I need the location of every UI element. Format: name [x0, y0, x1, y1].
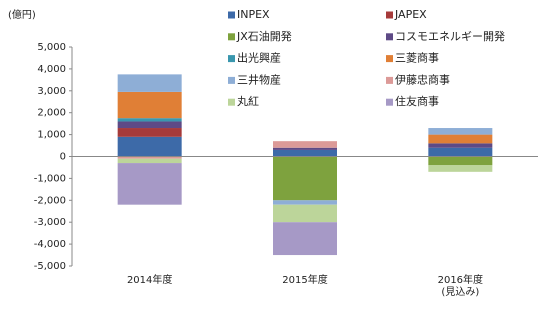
legend-swatch: [386, 55, 393, 63]
legend-label: INPEX: [237, 8, 270, 21]
y-tick-label: 1,000: [37, 130, 66, 141]
y-tick-label: 3,000: [37, 86, 66, 97]
legend-swatch: [228, 55, 235, 63]
y-tick-label: -5,000: [34, 261, 66, 272]
bar-segment: [273, 141, 337, 148]
legend-swatch: [228, 11, 235, 19]
x-tick-label: 2014年度: [127, 273, 172, 286]
bar-segment: [117, 118, 182, 122]
legend-swatch: [386, 33, 393, 41]
bar-segment: [273, 147, 337, 150]
bar-segment: [428, 143, 493, 148]
y-tick-label: -1,000: [34, 173, 66, 184]
x-tick-label: 2015年度: [282, 273, 327, 286]
bar-segment: [117, 74, 182, 92]
legend-swatch: [386, 98, 393, 106]
bar-segment: [117, 128, 182, 137]
bar-segment: [273, 156, 337, 201]
legend-label: 三菱商事: [395, 51, 439, 65]
y-tick-label: 2,000: [37, 108, 66, 119]
bar-segment: [273, 204, 337, 223]
bar-segment: [428, 165, 493, 172]
legend-swatch: [228, 98, 235, 106]
legend-swatch: [228, 33, 235, 41]
legend-swatch: [228, 76, 235, 84]
legend-swatch: [386, 11, 393, 19]
bar-segment: [428, 128, 493, 135]
bar-segment: [117, 121, 182, 129]
bar-segment: [117, 91, 182, 119]
legend-label: 丸紅: [237, 95, 259, 108]
legend-label: JAPEX: [394, 8, 427, 21]
legend-swatch: [386, 76, 393, 84]
legend-label: 住友商事: [395, 94, 439, 108]
legend-label: コスモエネルギー開発: [395, 29, 505, 43]
y-axis-label: (億円): [8, 8, 36, 21]
legend-label: JX石油開発: [236, 29, 292, 43]
y-tick-label: 0: [60, 152, 66, 163]
bar-segment: [117, 158, 182, 164]
bar-segment: [428, 156, 493, 166]
bar-segment: [273, 149, 337, 157]
y-tick-label: 5,000: [37, 42, 66, 53]
y-tick-label: -2,000: [34, 195, 66, 206]
y-tick-label: -4,000: [34, 239, 66, 250]
bar-segment: [117, 163, 182, 205]
bar-segment: [428, 134, 493, 144]
y-tick-label: 4,000: [37, 64, 66, 75]
x-tick-label: 2016年度(見込み): [438, 273, 483, 298]
legend-label: 出光興産: [237, 51, 281, 65]
legend-label: 伊藤忠商事: [395, 72, 450, 86]
bar-segment: [117, 136, 182, 157]
y-tick-label: -3,000: [34, 217, 66, 228]
legend-label: 三井物産: [237, 72, 281, 86]
bar-segment: [273, 200, 337, 205]
bar-segment: [117, 156, 182, 159]
bar-segment: [428, 147, 493, 157]
bar-segment: [273, 222, 337, 256]
